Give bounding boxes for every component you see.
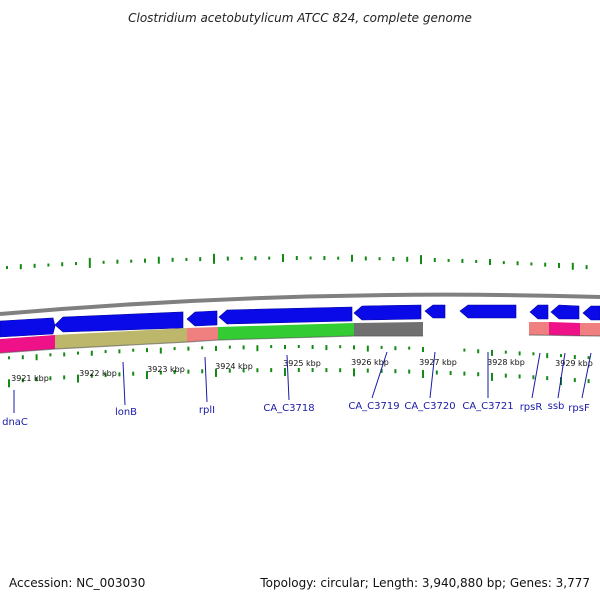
leader-line: [429, 351, 436, 399]
gene-label-CA_C3718[interactable]: CA_C3718: [263, 403, 314, 414]
gene-label-ssb[interactable]: ssb: [548, 401, 565, 412]
cog-segment-pink: [529, 322, 549, 335]
gene-label-rpsF[interactable]: rpsF: [568, 403, 590, 414]
leader-line: [371, 351, 388, 399]
kbp-label: 3929 kbp: [555, 359, 593, 368]
cds-arrow[interactable]: [550, 304, 580, 320]
leader-line: [581, 352, 592, 399]
gc-ticks-bottom: [8, 345, 590, 388]
accession-text: Accession: NC_003030: [9, 576, 145, 590]
gene-label-dnaC[interactable]: dnaC: [2, 417, 28, 428]
kbp-label: 3925 kbp: [283, 359, 321, 368]
cog-color-track: [0, 322, 600, 354]
kbp-label: 3921 kbp: [11, 374, 49, 383]
cog-segment-gray: [354, 322, 423, 336]
cog-segment-magenta: [0, 335, 55, 353]
cds-arrow[interactable]: [582, 305, 600, 321]
cds-arrow[interactable]: [186, 310, 218, 327]
cds-arrow[interactable]: [529, 304, 549, 320]
leader-line: [557, 352, 566, 399]
gene-label-CA_C3721[interactable]: CA_C3721: [462, 401, 513, 412]
gene-label-rplI[interactable]: rplI: [199, 405, 215, 416]
backbone-arc: [0, 292, 600, 316]
kbp-label: 3926 kbp: [351, 358, 389, 367]
gc-ticks-top: [6, 253, 588, 270]
cog-segment-pink: [580, 323, 600, 336]
gene-label-CA_C3720[interactable]: CA_C3720: [404, 401, 455, 412]
genome-summary: Topology: circular; Length: 3,940,880 bp…: [259, 576, 590, 590]
kbp-label: 3928 kbp: [487, 358, 525, 367]
kbp-label: 3922 kbp: [79, 369, 117, 378]
gene-leaders: [13, 351, 592, 413]
cds-arrow[interactable]: [353, 304, 422, 321]
kbp-label: 3923 kbp: [147, 365, 185, 374]
kbp-label: 3924 kbp: [215, 362, 253, 371]
leader-line: [286, 354, 290, 401]
map-title: Clostridium acetobutylicum ATCC 824, com…: [128, 11, 472, 25]
gene-label-rpsR[interactable]: rpsR: [520, 402, 543, 413]
kbp-scale: 3921 kbp 3922 kbp 3923 kbp 3924 kbp 3925…: [11, 358, 593, 383]
cog-segment-pink: [187, 327, 218, 342]
cds-arrow[interactable]: [459, 304, 517, 319]
leader-line: [531, 352, 541, 399]
cog-segment-magenta: [549, 322, 580, 336]
kbp-label: 3927 kbp: [419, 358, 457, 367]
gene-label-lonB[interactable]: lonB: [115, 407, 137, 418]
forward-cds-track: [0, 304, 600, 338]
gene-labels: dnaC lonB rplI CA_C3718 CA_C3719 CA_C372…: [2, 401, 590, 428]
cog-shadow: [0, 335, 423, 354]
gene-label-CA_C3719[interactable]: CA_C3719: [348, 401, 399, 412]
leader-line: [204, 356, 208, 403]
cds-arrow[interactable]: [424, 304, 446, 319]
cog-segment-green: [218, 323, 354, 340]
cds-arrow[interactable]: [0, 317, 56, 338]
cog-shadow: [528, 334, 600, 337]
cds-arrow[interactable]: [218, 306, 353, 325]
leader-line: [122, 361, 126, 406]
cds-arrow[interactable]: [54, 311, 184, 333]
